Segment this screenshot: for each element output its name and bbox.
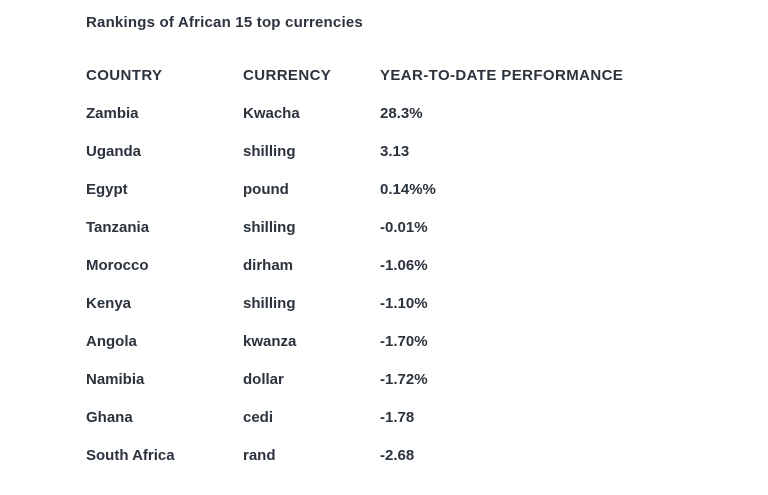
cell-performance: -1.70% xyxy=(380,333,428,350)
table-row: Tanzania shilling -0.01% xyxy=(86,219,748,257)
table-row: Namibia dollar -1.72% xyxy=(86,371,748,409)
cell-performance: -2.68 xyxy=(380,447,415,464)
cell-performance: -0.01% xyxy=(380,219,428,236)
cell-performance: -1.72% xyxy=(380,371,428,388)
cell-currency: cedi xyxy=(243,409,274,426)
cell-performance: 28.3% xyxy=(380,105,423,122)
cell-country: Ghana xyxy=(86,409,133,426)
cell-country: Namibia xyxy=(86,371,145,388)
cell-currency: shilling xyxy=(243,295,296,312)
cell-country: Zambia xyxy=(86,105,139,122)
cell-country: Egypt xyxy=(86,181,128,198)
cell-performance: -1.06% xyxy=(380,257,428,274)
cell-performance: -1.78 xyxy=(380,409,415,426)
cell-country: Angola xyxy=(86,333,137,350)
column-header-currency: CURRENCY xyxy=(243,67,332,84)
table-row: Morocco dirham -1.06% xyxy=(86,257,748,295)
cell-country: South Africa xyxy=(86,447,175,464)
cell-performance: 3.13 xyxy=(380,143,410,160)
column-header-country: COUNTRY xyxy=(86,67,163,84)
column-header-performance: YEAR-TO-DATE PERFORMANCE xyxy=(380,67,624,84)
table-row: Ghana cedi -1.78 xyxy=(86,409,748,447)
cell-performance: -1.10% xyxy=(380,295,428,312)
table-row: Egypt pound 0.14%% xyxy=(86,181,748,219)
table-row: Kenya shilling -1.10% xyxy=(86,295,748,333)
cell-performance: 0.14%% xyxy=(380,181,436,198)
cell-currency: kwanza xyxy=(243,333,297,350)
currency-rankings-table: COUNTRY CURRENCY YEAR-TO-DATE PERFORMANC… xyxy=(86,67,748,485)
table-row: Uganda shilling 3.13 xyxy=(86,143,748,181)
cell-currency: pound xyxy=(243,181,289,198)
cell-currency: shilling xyxy=(243,219,296,236)
table-row: South Africa rand -2.68 xyxy=(86,447,748,485)
cell-country: Uganda xyxy=(86,143,142,160)
cell-currency: rand xyxy=(243,447,276,464)
cell-currency: dirham xyxy=(243,257,294,274)
cell-country: Tanzania xyxy=(86,219,150,236)
cell-currency: shilling xyxy=(243,143,296,160)
page-title: Rankings of African 15 top currencies xyxy=(86,14,363,31)
cell-country: Morocco xyxy=(86,257,149,274)
table-header-row: COUNTRY CURRENCY YEAR-TO-DATE PERFORMANC… xyxy=(86,67,748,105)
cell-currency: Kwacha xyxy=(243,105,300,122)
table-row: Angola kwanza -1.70% xyxy=(86,333,748,371)
cell-country: Kenya xyxy=(86,295,132,312)
table-row: Zambia Kwacha 28.3% xyxy=(86,105,748,143)
cell-currency: dollar xyxy=(243,371,284,388)
